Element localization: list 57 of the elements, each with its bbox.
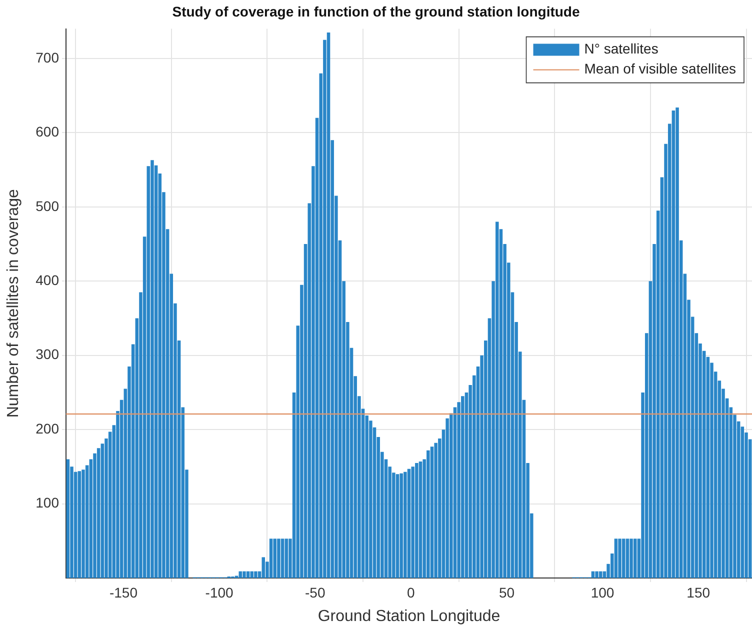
x-tick-label: 0 — [407, 584, 416, 600]
bar — [461, 396, 464, 578]
bar — [404, 472, 407, 578]
y-tick-label: 400 — [36, 272, 60, 288]
bar — [254, 571, 258, 578]
bar — [280, 538, 284, 578]
bar — [426, 450, 430, 578]
bar — [246, 571, 250, 578]
bar — [262, 557, 265, 578]
bar — [618, 538, 622, 578]
bar — [273, 538, 276, 578]
legend-label: Mean of visible satellites — [584, 60, 736, 77]
x-axis-title: Ground Station Longitude — [318, 608, 500, 625]
bar — [242, 571, 246, 578]
bar — [626, 538, 630, 578]
y-tick-label: 600 — [36, 124, 60, 140]
bar — [78, 471, 82, 578]
bar — [400, 473, 403, 578]
bar — [396, 474, 400, 578]
x-tick-label: 100 — [590, 584, 614, 600]
bar — [496, 222, 499, 578]
bar — [633, 538, 637, 578]
y-tick-label: 200 — [36, 420, 60, 436]
bar — [598, 571, 602, 578]
bar — [238, 571, 242, 578]
bar — [269, 538, 273, 578]
bar — [326, 32, 330, 578]
bar — [284, 538, 288, 578]
y-tick-label: 500 — [36, 198, 60, 214]
x-tick-label: 150 — [686, 584, 710, 600]
bar — [434, 442, 438, 578]
y-tick-label: 100 — [36, 494, 60, 511]
x-tick-label: -150 — [109, 584, 138, 600]
x-tick-label: -50 — [304, 584, 326, 600]
bar — [415, 462, 418, 578]
bar — [676, 107, 679, 578]
bar — [418, 461, 422, 578]
legend-label: N° satellites — [584, 40, 658, 57]
bar — [630, 538, 633, 578]
y-tick-label: 300 — [36, 346, 60, 362]
x-tick-label: -100 — [205, 584, 234, 600]
x-tick-label: 50 — [498, 584, 515, 600]
bar — [150, 160, 154, 578]
bar — [591, 571, 595, 578]
bar — [614, 538, 618, 578]
chart-title: Study of coverage in function of the ground station longitude — [172, 3, 580, 20]
bar — [411, 466, 414, 578]
bar — [622, 538, 626, 578]
bar — [430, 446, 434, 578]
bar — [250, 571, 254, 578]
bar — [277, 538, 280, 578]
bar — [66, 459, 70, 578]
y-axis-title: Number of satellites in coverage — [5, 189, 22, 418]
bar — [672, 110, 676, 578]
bar — [595, 571, 598, 578]
bar — [407, 468, 411, 578]
y-tick-label: 700 — [36, 49, 60, 66]
